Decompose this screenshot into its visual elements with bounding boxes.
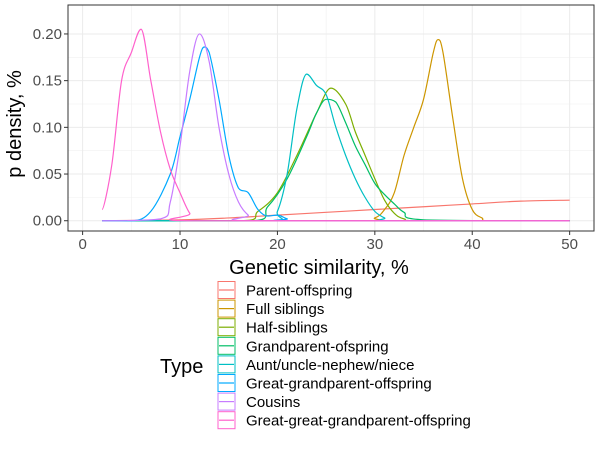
legend-item: Parent-offspring [217,281,352,300]
panel-border [67,4,595,232]
legend-label: Cousins [246,394,300,411]
legend-item: Cousins [217,392,300,411]
legend-item: Great-grandparent-offspring [217,374,432,393]
legend-label: Half-siblings [246,320,328,337]
x-tick-label: 30 [366,236,383,253]
x-tick-label: 0 [78,236,86,253]
series-line-aunt-uncle-nephew-niece [102,73,570,222]
y-tick-label: 0.05 [33,166,62,183]
legend-label: Aunt/uncle-nephew/niece [246,357,414,374]
x-tick-label: 40 [464,236,481,253]
y-tick-label: 0.20 [33,26,62,43]
series-line-grandparent-ofspring [102,98,570,222]
series-line-great-grandparent-offspring [102,46,570,222]
y-tick-label: 0.10 [33,119,62,136]
x-tick-label: 20 [269,236,286,253]
x-tick-label: 10 [172,236,189,253]
y-tick-label: 0.15 [33,73,62,90]
legend-label: Full siblings [246,301,324,318]
series-line-full-siblings [102,38,570,222]
legend-item: Great-great-grandparent-offspring [217,411,471,430]
legend-item: Half-siblings [217,318,328,337]
x-axis-title: Genetic similarity, % [229,257,409,279]
legend-item: Grandparent-ofspring [217,336,389,355]
legend-label: Parent-offspring [246,283,352,300]
x-tick-label: 50 [561,236,578,253]
y-tick-label: 0.00 [33,213,62,230]
grid-layer [68,5,594,231]
legend-label: Grandparent-ofspring [246,338,389,355]
series-line-half-siblings [102,87,570,222]
legend-item: Full siblings [217,299,324,318]
legend-label: Great-great-grandparent-offspring [246,413,471,430]
legend-label: Great-grandparent-offspring [246,376,432,393]
series-layer [101,28,570,222]
legend-title: Type [160,356,203,378]
ticks-layer: 0 10 20 30 40 50 0.00 0.05 0.10 0.15 0.20 [33,26,578,253]
series-line-great-great-grandparent-offspring [101,28,570,222]
series-line-parent-offspring [102,199,570,222]
legend-item: Aunt/uncle-nephew/niece [217,355,414,374]
y-axis-title: p density, % [4,70,26,178]
